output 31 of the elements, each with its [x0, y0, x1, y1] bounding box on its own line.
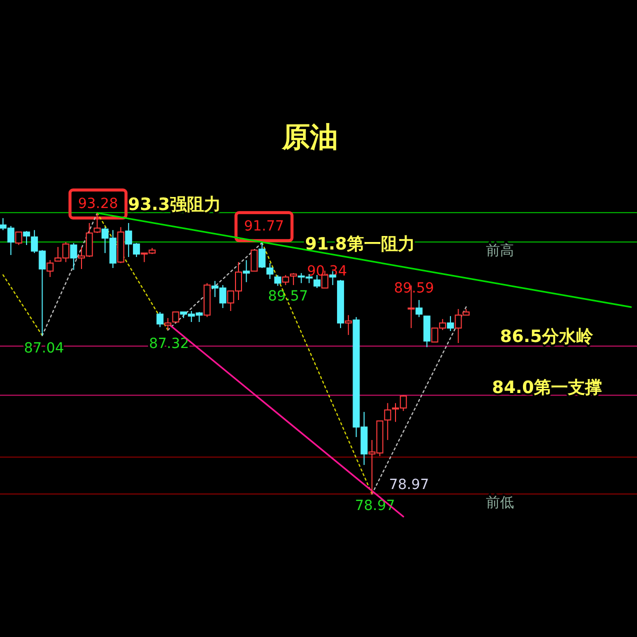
candlestick — [384, 402, 392, 440]
annotation: 90.34 — [306, 264, 348, 280]
candlestick — [274, 274, 282, 286]
candlestick — [46, 260, 54, 278]
candlestick — [290, 272, 297, 286]
candlestick — [446, 316, 454, 332]
candlestick — [23, 230, 30, 246]
candlestick — [266, 262, 274, 280]
candlestick — [250, 250, 258, 272]
annotation: 93.28 — [78, 196, 118, 212]
candlestick — [282, 274, 290, 286]
candlestick — [172, 311, 180, 322]
candlestick — [416, 299, 423, 318]
annotation: 前高 — [486, 242, 514, 259]
candlestick — [94, 212, 101, 234]
annotation: 89.57 — [268, 288, 308, 305]
ref-line-label: 86.5分水岭 — [500, 326, 594, 347]
candlestick — [164, 318, 172, 331]
candlestick — [314, 274, 320, 289]
annotation: 前低 — [486, 494, 514, 511]
candlestick — [258, 242, 266, 268]
candlestick — [344, 314, 352, 336]
candlestick — [15, 232, 22, 246]
annotation: 78.97 — [388, 476, 430, 493]
ref-line-label: 84.0第一支撑 — [492, 378, 602, 398]
candlestick — [70, 242, 78, 270]
annotation: 91.77 — [244, 218, 284, 234]
candlestick — [242, 260, 250, 283]
candlestick — [156, 311, 164, 328]
chart-title: 原油 — [281, 120, 338, 154]
ref-line-label: 93.3强阻力 — [128, 195, 221, 216]
